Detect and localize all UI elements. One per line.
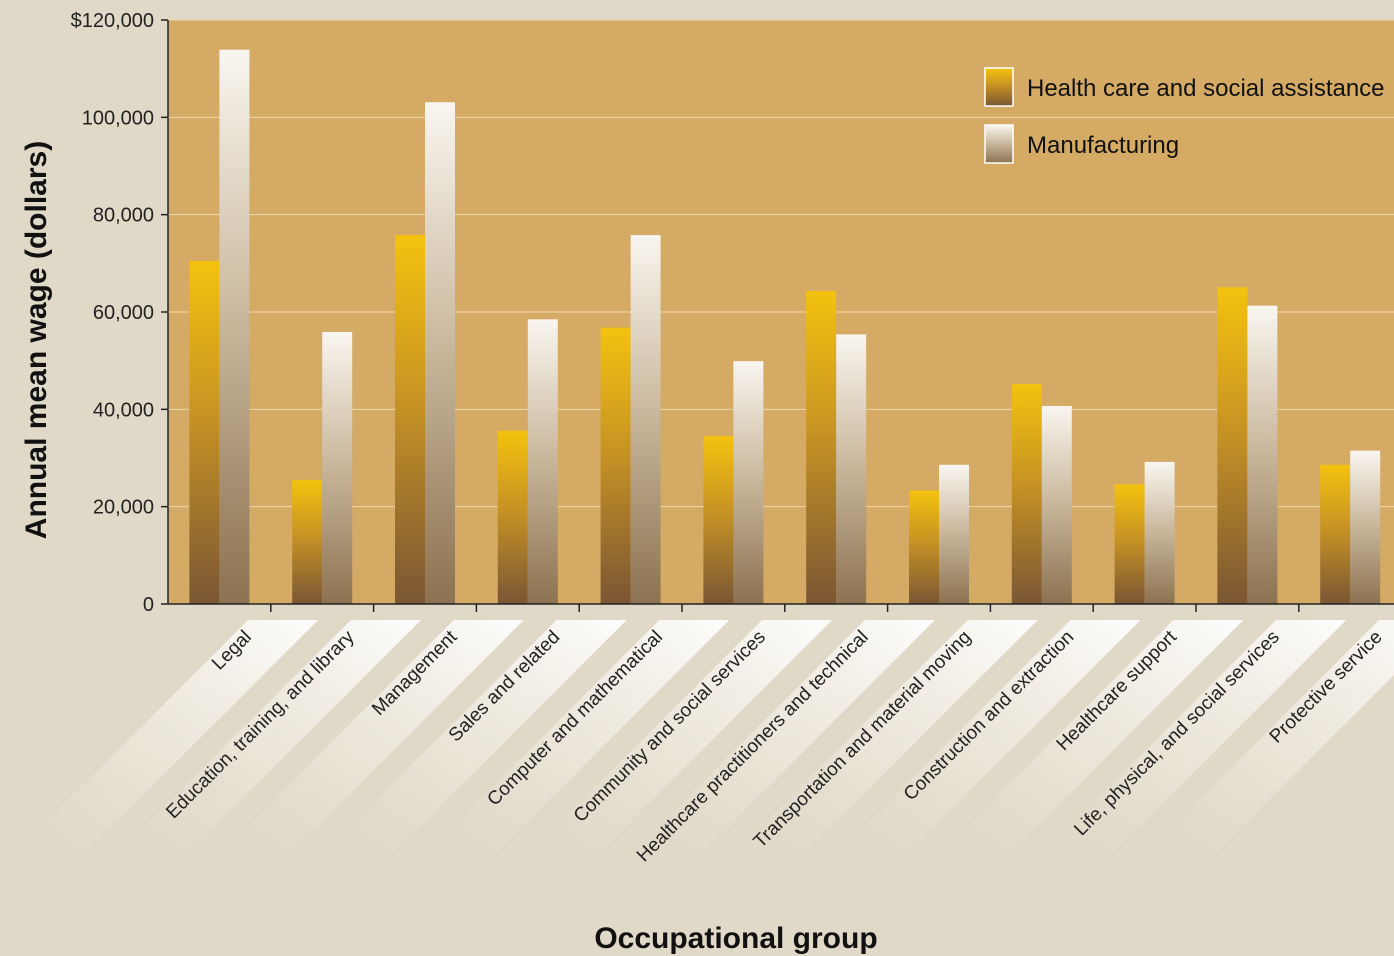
gridlines xyxy=(168,19,1394,508)
label-ribbon xyxy=(1128,620,1394,870)
bar-health-care xyxy=(909,490,939,604)
label-ribbon xyxy=(820,620,1141,870)
bar-manufacturing xyxy=(630,235,661,604)
x-axis-title: Occupational group xyxy=(594,922,877,955)
bar-manufacturing xyxy=(1247,305,1278,604)
label-ribbon xyxy=(306,620,627,870)
legend-swatch xyxy=(984,124,1014,164)
legend: Health care and social assistance Manufac… xyxy=(984,67,1385,164)
label-ribbon xyxy=(203,620,524,870)
bars xyxy=(189,49,1381,605)
y-axis-title: Annual mean wage (dollars) xyxy=(20,141,53,539)
bar-manufacturing xyxy=(219,49,250,605)
y-tick-label: 80,000 xyxy=(93,205,154,227)
bar-manufacturing xyxy=(939,464,969,604)
bar-health-care xyxy=(703,436,734,604)
label-ribbon xyxy=(923,620,1244,870)
bar-manufacturing xyxy=(733,361,764,604)
label-ribbon xyxy=(100,620,421,870)
y-tick-label: $120,000 xyxy=(71,10,154,32)
y-tick-label: 60,000 xyxy=(93,302,154,324)
bar-health-care xyxy=(189,260,220,604)
y-tick-label: 40,000 xyxy=(93,399,154,421)
legend-label: Manufacturing xyxy=(1027,132,1179,159)
bar-health-care xyxy=(292,479,323,604)
bar-health-care xyxy=(1114,484,1145,604)
category-label-ribbons xyxy=(0,620,1394,870)
bar-manufacturing xyxy=(1144,461,1175,604)
label-ribbon xyxy=(0,620,319,870)
y-axis-ticks: 0 20,000 40,000 60,000 80,000 100,000 $120,000 xyxy=(71,10,168,616)
legend-swatch xyxy=(984,67,1014,107)
label-ribbon xyxy=(409,620,730,870)
legend-label: Health care and social assistance xyxy=(1027,75,1385,102)
label-ribbon xyxy=(512,620,833,870)
bar-manufacturing xyxy=(1041,405,1072,604)
bar-manufacturing xyxy=(1350,450,1381,604)
bar-health-care xyxy=(1320,464,1351,604)
bar-manufacturing xyxy=(527,319,558,604)
bar-health-care xyxy=(395,235,425,604)
bar-health-care xyxy=(1011,384,1042,604)
y-tick-label: 100,000 xyxy=(82,107,154,129)
label-ribbon xyxy=(717,620,1038,870)
y-tick-label: 0 xyxy=(143,594,154,616)
bar-health-care xyxy=(600,327,631,604)
bar-manufacturing xyxy=(322,331,353,604)
y-tick-label: 20,000 xyxy=(93,497,154,519)
label-ribbon xyxy=(1026,620,1347,870)
bar-health-care xyxy=(1217,287,1248,604)
bar-health-care xyxy=(497,430,528,604)
bar-health-care xyxy=(806,291,837,604)
bar-manufacturing xyxy=(836,334,867,604)
bar-manufacturing xyxy=(425,102,455,604)
label-ribbon xyxy=(614,620,935,870)
